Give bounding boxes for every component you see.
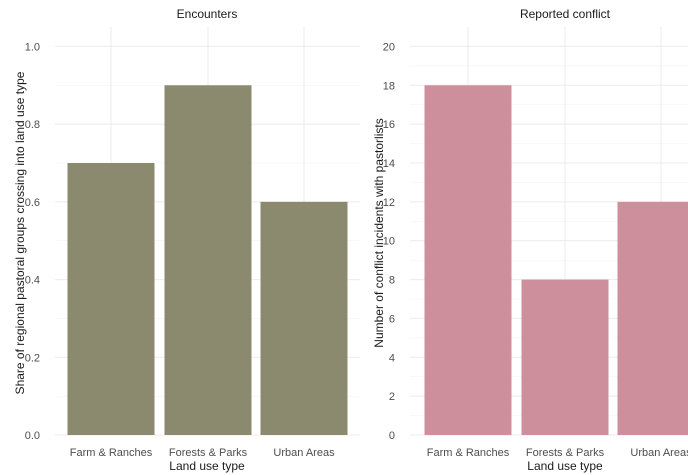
encounters-y-tick-label: 0.0 <box>25 430 40 442</box>
conflict-y-axis-label: Number of conflict incidents with pastor… <box>372 118 386 347</box>
conflict-y-tick-label: 4 <box>389 352 395 364</box>
encounters-title: Encounters <box>177 7 238 21</box>
encounters-y-tick-label: 0.6 <box>25 197 40 209</box>
conflict-title: Reported conflict <box>520 7 611 21</box>
encounters-y-tick-label: 0.4 <box>25 275 40 287</box>
conflict-bar <box>521 279 609 435</box>
conflict-y-tick-label: 12 <box>383 197 395 209</box>
encounters-x-tick-label: Farm & Ranches <box>70 447 153 459</box>
conflict-y-tick-label: 16 <box>383 119 395 131</box>
conflict-y-tick-label: 0 <box>389 430 395 442</box>
encounters-x-tick-label: Urban Areas <box>273 447 335 459</box>
encounters-y-tick-label: 0.8 <box>25 119 40 131</box>
encounters-y-axis-label: Share of regional pastoral groups crossi… <box>13 71 27 394</box>
encounters-bar <box>67 163 155 435</box>
conflict-x-tick-label: Farm & Ranches <box>427 447 510 459</box>
conflict-x-axis-label: Land use type <box>527 459 603 473</box>
conflict-y-tick-label: 20 <box>383 41 395 53</box>
conflict-y-tick-label: 2 <box>389 391 395 403</box>
conflict-y-tick-label: 8 <box>389 275 395 287</box>
conflict-bar <box>617 201 688 435</box>
encounters-y-tick-label: 0.2 <box>25 352 40 364</box>
conflict-y-tick-label: 18 <box>383 80 395 92</box>
conflict-x-tick-label: Urban Areas <box>630 447 688 459</box>
conflict-y-tick-label: 10 <box>383 236 395 248</box>
reported-conflict-panel: 0 2 4 6 8 10 12 14 16 18 20 Farm & Ranches Forests … <box>372 7 688 473</box>
encounters-bar <box>260 201 348 435</box>
encounters-x-tick-label: Forests & Parks <box>169 447 248 459</box>
encounters-y-tick-label: 1.0 <box>25 41 40 53</box>
conflict-bar <box>424 85 512 436</box>
conflict-x-tick-label: Forests & Parks <box>526 447 605 459</box>
encounters-bar <box>164 85 252 436</box>
encounters-panel: 0.0 0.2 0.4 0.6 0.8 1.0 Farm & Ranches Forests… <box>13 7 360 473</box>
conflict-y-tick-label: 14 <box>383 158 395 170</box>
conflict-y-tick-label: 6 <box>389 313 395 325</box>
encounters-x-axis-label: Land use type <box>169 459 245 473</box>
